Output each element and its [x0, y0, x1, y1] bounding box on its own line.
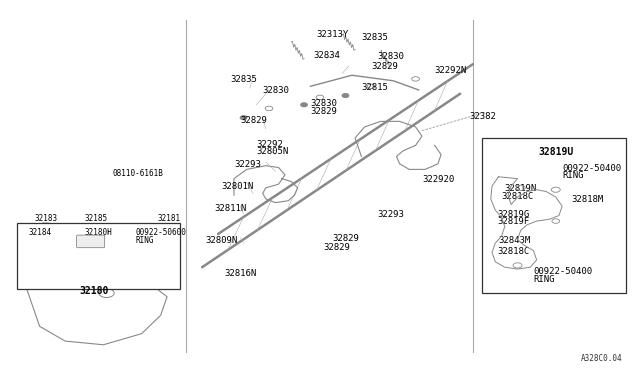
Bar [483, 138, 626, 293]
Text: 32382: 32382 [470, 112, 497, 121]
Text: 32830: 32830 [310, 99, 337, 108]
Text: 322920: 322920 [422, 175, 454, 184]
Text: RING: RING [135, 236, 154, 245]
Text: 32801N: 32801N [221, 182, 253, 191]
Text: 32816N: 32816N [225, 269, 257, 278]
Text: 32183: 32183 [35, 214, 58, 223]
Text: 32185: 32185 [84, 214, 108, 223]
Text: 32811N: 32811N [215, 205, 247, 214]
Text: 32805N: 32805N [256, 147, 289, 156]
Bar [17, 223, 180, 289]
Text: 32830: 32830 [378, 52, 404, 61]
Text: 32293: 32293 [378, 210, 404, 219]
Text: I: I [108, 230, 109, 235]
Text: RING: RING [534, 275, 555, 283]
Text: 00922-50400: 00922-50400 [534, 267, 593, 276]
Circle shape [342, 94, 349, 97]
Text: 32829: 32829 [333, 234, 360, 243]
Text: 32835: 32835 [231, 75, 258, 84]
Circle shape [241, 116, 246, 119]
FancyBboxPatch shape [77, 235, 104, 248]
Text: 32292N: 32292N [435, 66, 467, 75]
Text: 32843M: 32843M [499, 236, 531, 245]
Text: 32819U: 32819U [538, 147, 573, 157]
Circle shape [301, 103, 307, 107]
Text: 32293: 32293 [234, 160, 261, 169]
Text: 00922-50400: 00922-50400 [562, 164, 621, 173]
Text: 32829: 32829 [310, 107, 337, 116]
Text: 32184: 32184 [28, 228, 51, 237]
Text: A328C0.04: A328C0.04 [581, 354, 623, 363]
Text: 32834: 32834 [314, 51, 340, 60]
Text: 08110-6161B: 08110-6161B [113, 169, 164, 179]
Text: 32292: 32292 [256, 140, 283, 149]
Text: 32829: 32829 [323, 243, 350, 252]
Text: 32829: 32829 [241, 116, 268, 125]
Text: 32181: 32181 [157, 214, 180, 223]
Text: 32818C: 32818C [502, 192, 534, 201]
Text: 32818C: 32818C [497, 247, 529, 256]
Text: 32818M: 32818M [572, 195, 604, 204]
Text: 32819N: 32819N [505, 184, 537, 193]
Text: 32830: 32830 [262, 86, 289, 95]
Text: 32180H: 32180H [84, 228, 112, 237]
Text: 32819G: 32819G [497, 210, 529, 219]
Text: 32809N: 32809N [205, 236, 237, 245]
Text: 32180: 32180 [79, 286, 108, 296]
Text: 32819F: 32819F [497, 217, 529, 227]
Text: 00922-50600: 00922-50600 [135, 228, 186, 237]
Text: RING: RING [562, 171, 584, 180]
Text: 32835: 32835 [362, 33, 388, 42]
Text: 32313Y: 32313Y [317, 30, 349, 39]
Text: 32815: 32815 [362, 83, 388, 92]
Text: 32829: 32829 [371, 62, 398, 71]
